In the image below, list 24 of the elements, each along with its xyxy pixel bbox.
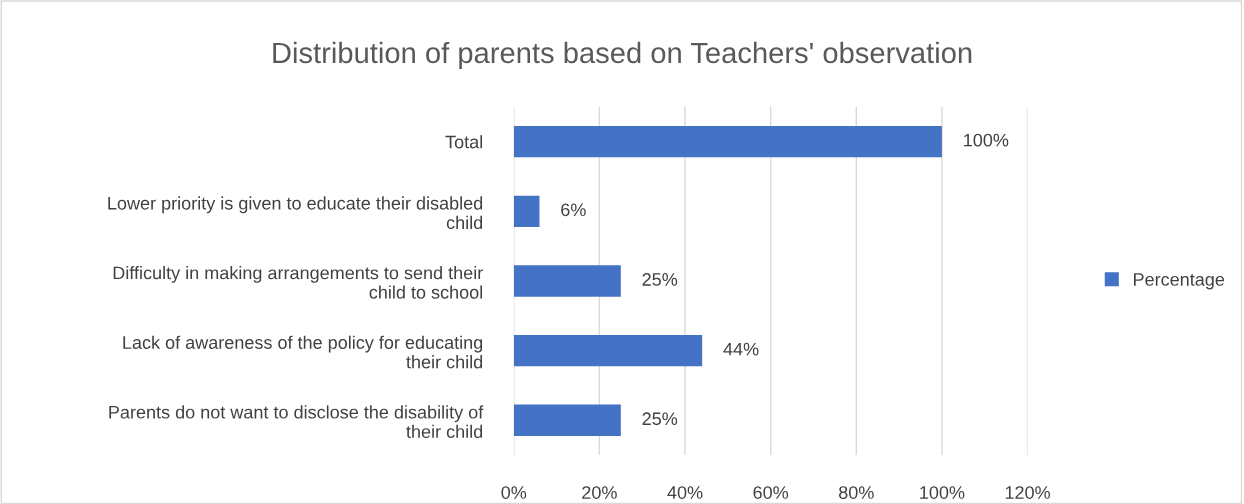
x-tick-label: 100%: [920, 486, 965, 499]
chart-title: Distribution of parents based on Teachers' observation: [273, 41, 972, 70]
x-tick-label: 80%: [839, 486, 874, 499]
y-tick-label: Parents do not want to disclose the disability of their child: [109, 405, 484, 439]
x-tick-label: 20%: [582, 486, 617, 499]
y-tick-label: Difficulty in making arrangements to send their child to school: [113, 266, 483, 299]
bar: [513, 265, 621, 297]
data-label: 44%: [723, 342, 759, 356]
data-label: 6%: [561, 203, 586, 217]
data-label: 25%: [642, 273, 678, 286]
bar: [513, 404, 621, 436]
bar: [513, 334, 703, 367]
x-tick-label: 60%: [753, 486, 789, 499]
y-tick-label: Total: [445, 135, 483, 149]
y-tick-label: Lower priority is given to educate their disabled child: [108, 196, 483, 230]
y-tick-label: Lack of awareness of the policy for educating their child: [123, 335, 483, 369]
data-label: 25%: [642, 412, 678, 426]
x-tick-label: 0%: [501, 486, 527, 499]
legend-label: Percentage: [1134, 273, 1225, 290]
data-label: 100%: [964, 133, 1009, 147]
bar: [513, 126, 942, 158]
x-tick-label: 40%: [667, 486, 703, 499]
x-tick-label: 120%: [1005, 486, 1050, 499]
bar: [513, 195, 540, 227]
